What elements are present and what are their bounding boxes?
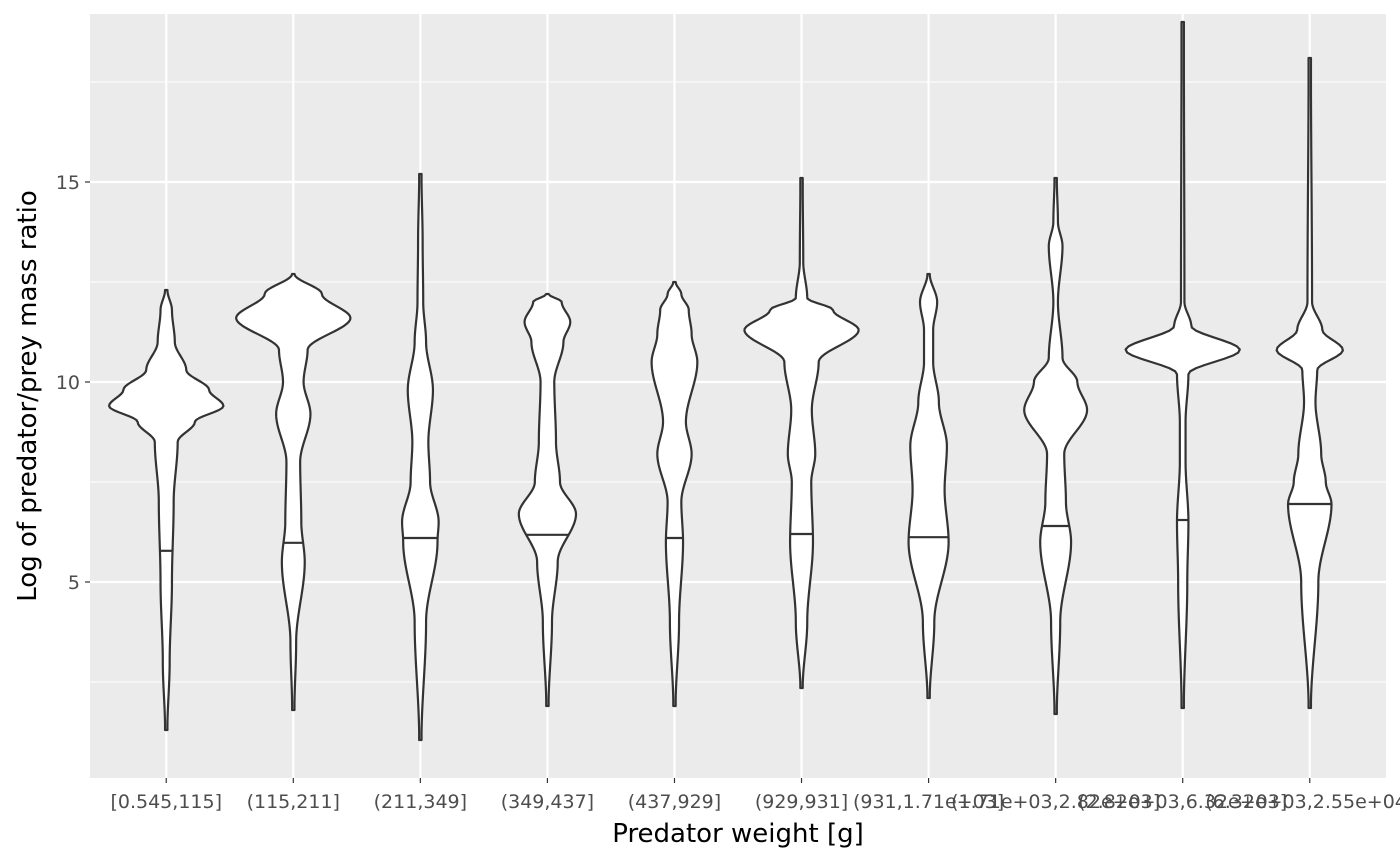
violin-body xyxy=(517,292,578,708)
x-axis-title: Predator weight [g] xyxy=(612,819,864,849)
y-tick-label: 15 xyxy=(56,172,80,194)
y-axis: 5 10 15 xyxy=(56,172,90,594)
violin-body xyxy=(107,288,225,732)
violin-body xyxy=(1275,56,1344,710)
x-tick-label: (6.32e+03,2.55e+04] xyxy=(1205,791,1400,813)
violin-body xyxy=(235,272,352,712)
violin-body xyxy=(650,280,699,708)
y-tick-label: 10 xyxy=(56,372,80,394)
violins xyxy=(107,20,1344,742)
x-tick-label: (115,211] xyxy=(247,791,340,813)
violin-body xyxy=(1124,20,1241,710)
x-tick-label: (2.82e+03,6.32e+03] xyxy=(1078,791,1287,813)
violin-body xyxy=(1023,176,1089,716)
x-tick-label: (931,1.71e+03] xyxy=(853,791,1004,813)
x-tick-label: (1.71e+03,2.82e+03] xyxy=(951,791,1160,813)
x-tick-label: (349,437] xyxy=(501,791,594,813)
x-tick-label: (437,929] xyxy=(628,791,721,813)
x-tick-label: [0.545,115] xyxy=(110,791,222,813)
y-axis-title: Log of predator/prey mass ratio xyxy=(13,190,43,601)
violin-body xyxy=(400,172,440,742)
x-axis: [0.545,115] (115,211] (211,349] (349,437] (4… xyxy=(110,778,1400,813)
x-tick-label: (929,931] xyxy=(755,791,848,813)
violin-body xyxy=(907,272,950,700)
x-tick-label: (211,349] xyxy=(374,791,467,813)
y-tick-label: 5 xyxy=(68,572,80,594)
violin-body xyxy=(743,176,860,690)
